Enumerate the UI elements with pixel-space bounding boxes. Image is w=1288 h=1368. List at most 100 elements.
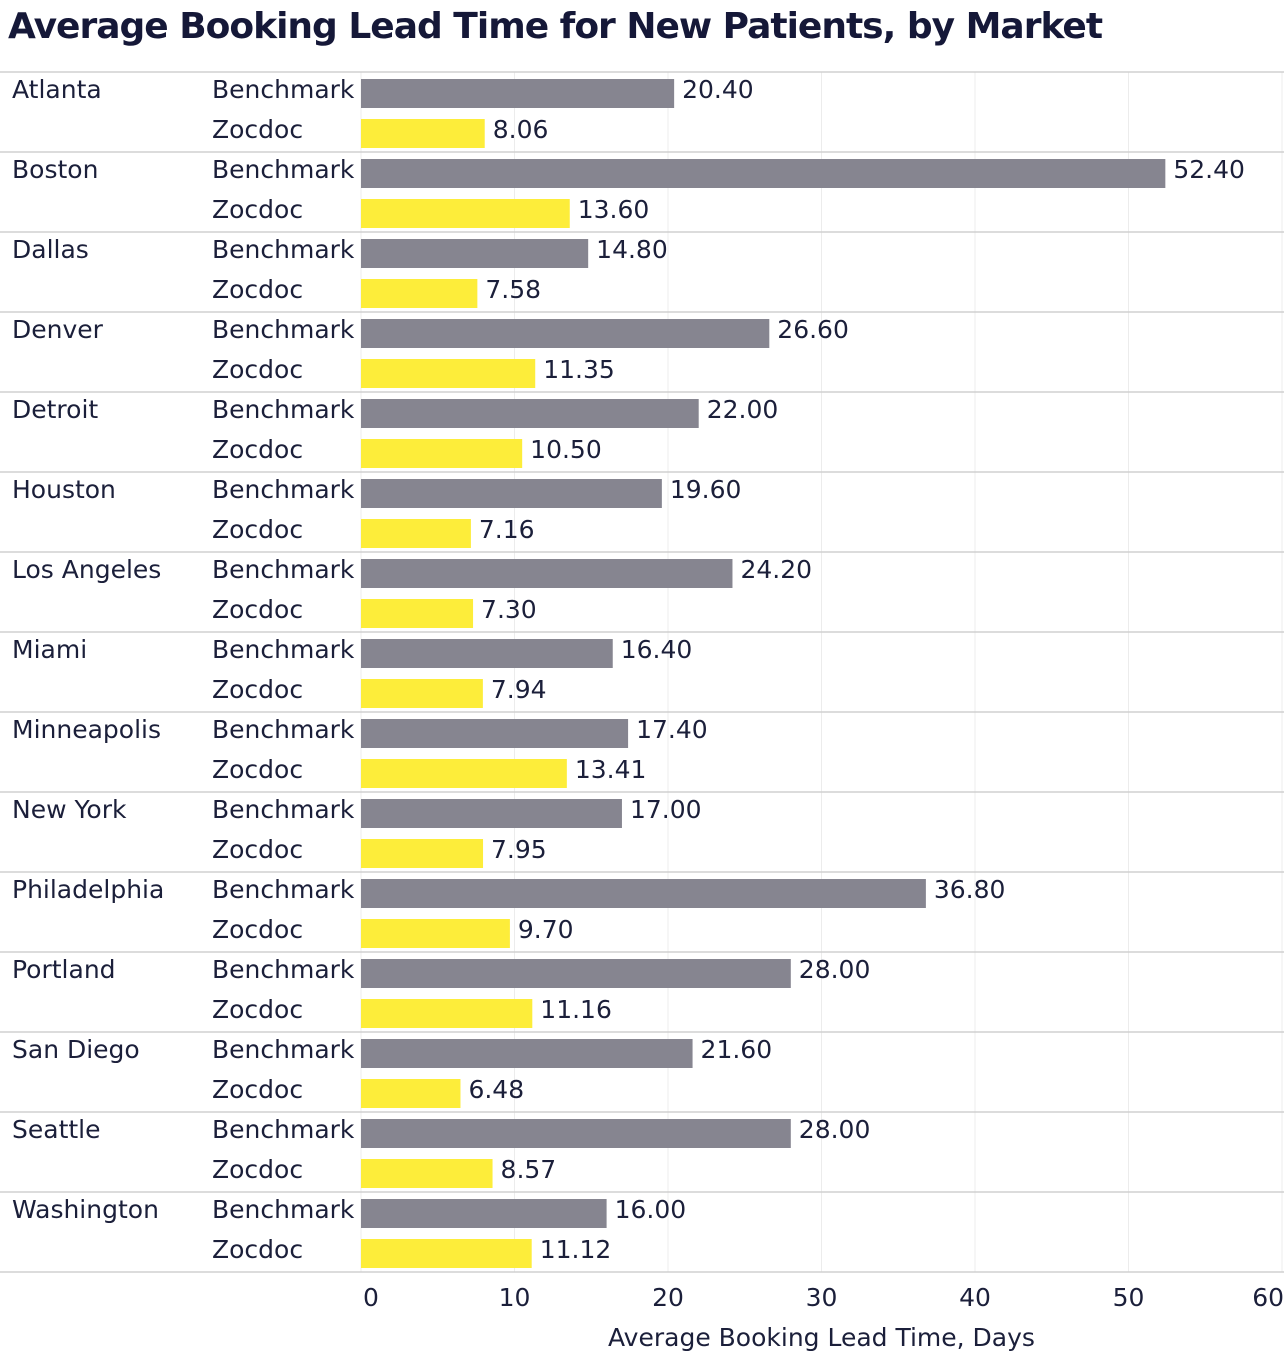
value-label: 16.40 bbox=[621, 635, 693, 664]
category-label: Los Angeles bbox=[12, 555, 161, 584]
series-label: Benchmark bbox=[212, 475, 355, 504]
series-label: Benchmark bbox=[212, 75, 355, 104]
value-label: 7.16 bbox=[479, 515, 535, 544]
bar-zocdoc bbox=[361, 439, 523, 468]
series-label: Zocdoc bbox=[212, 835, 303, 864]
bar-zocdoc bbox=[361, 199, 570, 228]
value-label: 20.40 bbox=[682, 75, 754, 104]
bar-benchmark bbox=[361, 479, 662, 508]
value-label: 8.57 bbox=[501, 1155, 557, 1184]
value-label: 13.41 bbox=[575, 755, 647, 784]
bar-benchmark bbox=[361, 79, 675, 108]
value-label: 10.50 bbox=[530, 435, 602, 464]
value-label: 9.70 bbox=[518, 915, 574, 944]
bar-zocdoc bbox=[361, 759, 567, 788]
value-label: 16.00 bbox=[615, 1195, 687, 1224]
value-label: 7.94 bbox=[491, 675, 547, 704]
series-label: Zocdoc bbox=[212, 675, 303, 704]
bar-zocdoc bbox=[361, 679, 483, 708]
series-label: Zocdoc bbox=[212, 995, 303, 1024]
category-label: New York bbox=[12, 795, 127, 824]
series-label: Zocdoc bbox=[212, 915, 303, 944]
series-label: Zocdoc bbox=[212, 1075, 303, 1104]
category-label: Philadelphia bbox=[12, 875, 164, 904]
x-tick-label: 10 bbox=[499, 1283, 531, 1312]
series-label: Benchmark bbox=[212, 1115, 355, 1144]
value-label: 7.58 bbox=[485, 275, 541, 304]
value-label: 17.00 bbox=[630, 795, 702, 824]
category-label: Dallas bbox=[12, 235, 89, 264]
x-tick-label: 30 bbox=[806, 1283, 838, 1312]
series-label: Benchmark bbox=[212, 555, 355, 584]
bar-zocdoc bbox=[361, 279, 478, 308]
bar-benchmark bbox=[361, 1119, 791, 1148]
value-label: 17.40 bbox=[636, 715, 708, 744]
category-label: San Diego bbox=[12, 1035, 140, 1064]
value-label: 28.00 bbox=[799, 1115, 871, 1144]
value-label: 11.12 bbox=[540, 1235, 612, 1264]
value-label: 28.00 bbox=[799, 955, 871, 984]
bar-benchmark bbox=[361, 159, 1166, 188]
bar-zocdoc bbox=[361, 519, 471, 548]
x-tick-label: 40 bbox=[959, 1283, 991, 1312]
bar-benchmark bbox=[361, 719, 629, 748]
bars bbox=[361, 79, 1166, 1268]
x-axis-ticks: 0 10 20 30 40 50 60 bbox=[363, 1283, 1284, 1312]
series-label: Benchmark bbox=[212, 1035, 355, 1064]
series-label: Benchmark bbox=[212, 955, 355, 984]
bar-zocdoc bbox=[361, 119, 485, 148]
bar-benchmark bbox=[361, 639, 613, 668]
gridlines bbox=[360, 72, 1283, 1272]
series-label: Zocdoc bbox=[212, 1235, 303, 1264]
series-label: Zocdoc bbox=[212, 355, 303, 384]
value-label: 6.48 bbox=[468, 1075, 524, 1104]
value-label: 14.80 bbox=[596, 235, 668, 264]
series-label: Benchmark bbox=[212, 795, 355, 824]
category-label: Washington bbox=[12, 1195, 159, 1224]
category-label: Portland bbox=[12, 955, 116, 984]
value-label: 21.60 bbox=[701, 1035, 773, 1064]
category-label: Atlanta bbox=[12, 75, 102, 104]
bar-zocdoc bbox=[361, 599, 474, 628]
bar-benchmark bbox=[361, 319, 770, 348]
bar-zocdoc bbox=[361, 359, 536, 388]
series-label: Benchmark bbox=[212, 155, 355, 184]
x-axis-title: Average Booking Lead Time, Days bbox=[608, 1323, 1035, 1352]
value-label: 7.95 bbox=[491, 835, 547, 864]
bar-benchmark bbox=[361, 799, 622, 828]
series-label: Benchmark bbox=[212, 635, 355, 664]
value-label: 11.16 bbox=[540, 995, 612, 1024]
value-label: 11.35 bbox=[543, 355, 615, 384]
bar-benchmark bbox=[361, 239, 589, 268]
bar-benchmark bbox=[361, 1039, 693, 1068]
series-label: Zocdoc bbox=[212, 195, 303, 224]
value-label: 19.60 bbox=[670, 475, 742, 504]
x-tick-label: 60 bbox=[1252, 1283, 1284, 1312]
series-label: Zocdoc bbox=[212, 275, 303, 304]
value-label: 26.60 bbox=[777, 315, 849, 344]
series-label: Zocdoc bbox=[212, 115, 303, 144]
bar-benchmark bbox=[361, 879, 926, 908]
x-tick-label: 50 bbox=[1113, 1283, 1145, 1312]
series-label: Benchmark bbox=[212, 235, 355, 264]
series-label: Benchmark bbox=[212, 875, 355, 904]
series-label: Benchmark bbox=[212, 315, 355, 344]
bar-zocdoc bbox=[361, 919, 510, 948]
series-label: Benchmark bbox=[212, 395, 355, 424]
bar-zocdoc bbox=[361, 1239, 532, 1268]
series-label: Zocdoc bbox=[212, 1155, 303, 1184]
bar-zocdoc bbox=[361, 1159, 493, 1188]
series-label: Zocdoc bbox=[212, 755, 303, 784]
series-label: Zocdoc bbox=[212, 515, 303, 544]
x-tick-label: 20 bbox=[652, 1283, 684, 1312]
value-label: 22.00 bbox=[707, 395, 779, 424]
row-separators bbox=[0, 71, 1284, 1273]
bar-zocdoc bbox=[361, 1079, 461, 1108]
category-label: Houston bbox=[12, 475, 116, 504]
category-label: Boston bbox=[12, 155, 98, 184]
series-label: Benchmark bbox=[212, 1195, 355, 1224]
category-label: Miami bbox=[12, 635, 87, 664]
value-label: 8.06 bbox=[493, 115, 549, 144]
value-label: 52.40 bbox=[1173, 155, 1245, 184]
